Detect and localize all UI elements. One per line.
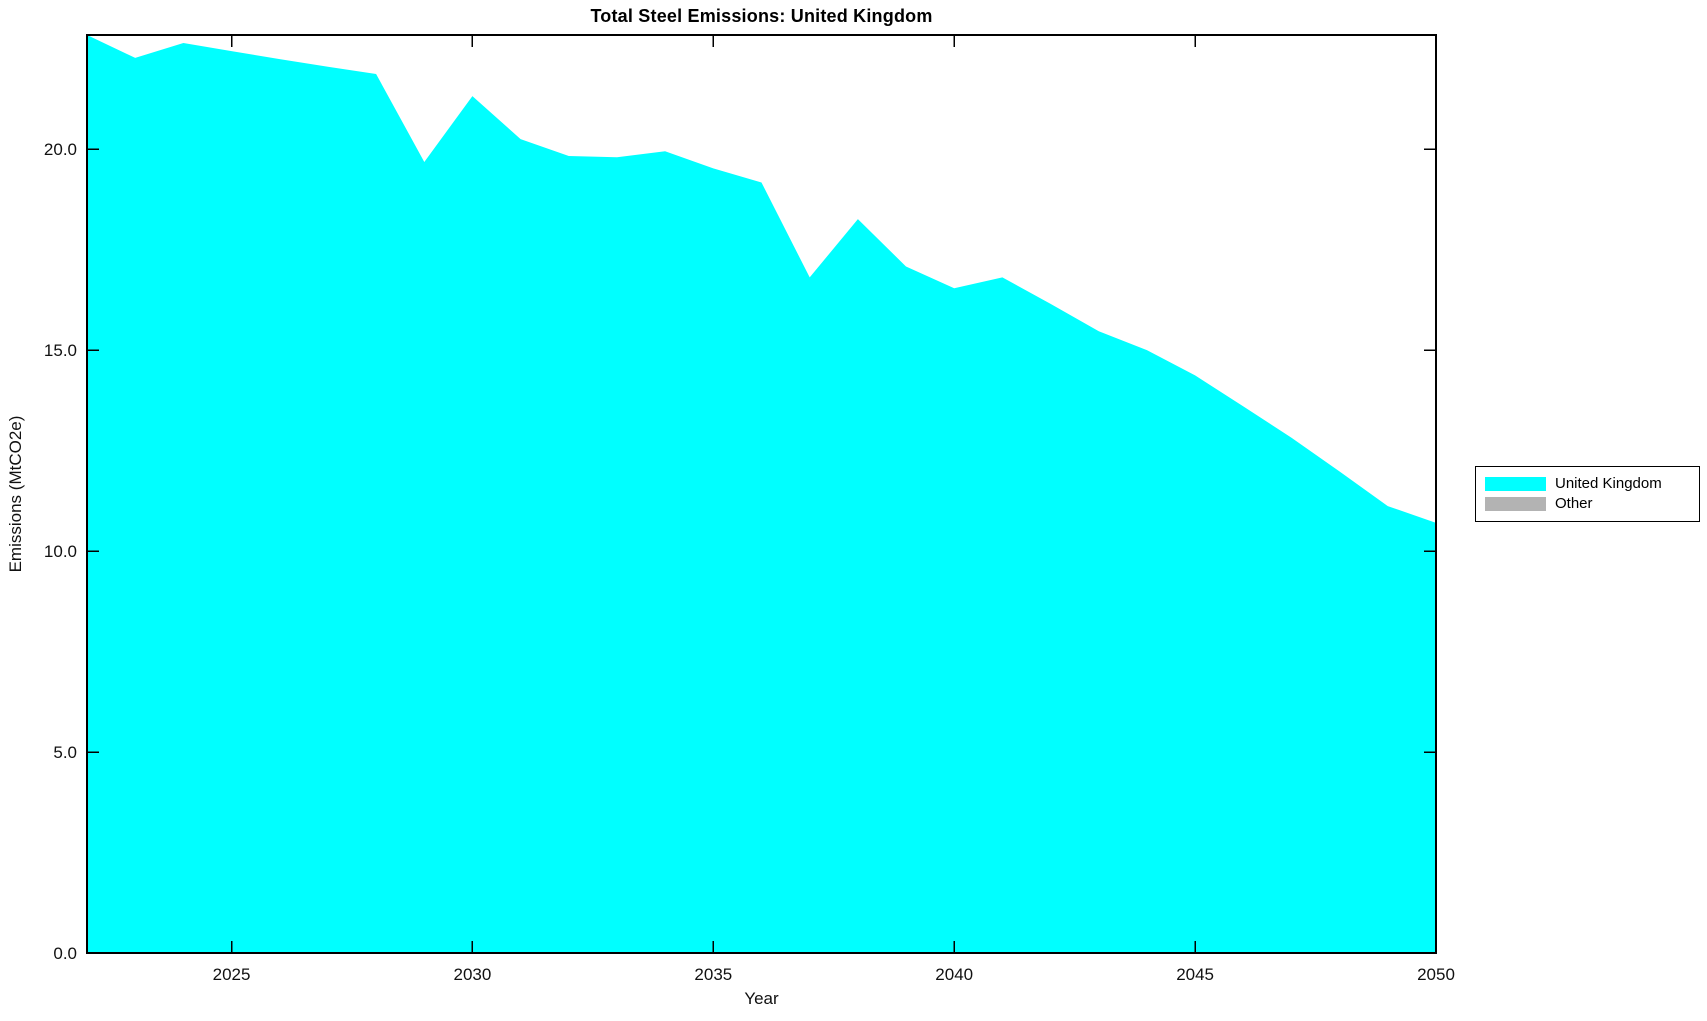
legend-label: Other [1555, 495, 1593, 512]
legend-label: United Kingdom [1555, 475, 1662, 492]
y-tick-label: 20.0 [44, 140, 77, 159]
y-tick-label: 0.0 [53, 944, 77, 963]
x-tick-label: 2025 [213, 965, 251, 984]
y-tick-label: 15.0 [44, 341, 77, 360]
chart-title: Total Steel Emissions: United Kingdom [590, 6, 933, 26]
legend: United Kingdom Other [1475, 466, 1700, 522]
legend-item-united-kingdom: United Kingdom [1485, 476, 1690, 492]
legend-swatch-united-kingdom [1485, 477, 1546, 491]
x-tick-label: 2040 [935, 965, 973, 984]
axes-box [86, 34, 1437, 954]
x-tick-label: 2030 [454, 965, 492, 984]
y-tick-label: 10.0 [44, 542, 77, 561]
legend-swatch-other [1485, 497, 1546, 511]
area-series-united-kingdom [87, 35, 1436, 953]
x-tick-label: 2050 [1417, 965, 1455, 984]
x-tick-label: 2035 [694, 965, 732, 984]
y-tick-label: 5.0 [53, 743, 77, 762]
x-axis-label: Year [744, 989, 779, 1008]
x-tick-label: 2045 [1176, 965, 1214, 984]
y-axis-label: Emissions (MtCO2e) [6, 415, 25, 573]
legend-item-other: Other [1485, 496, 1690, 512]
